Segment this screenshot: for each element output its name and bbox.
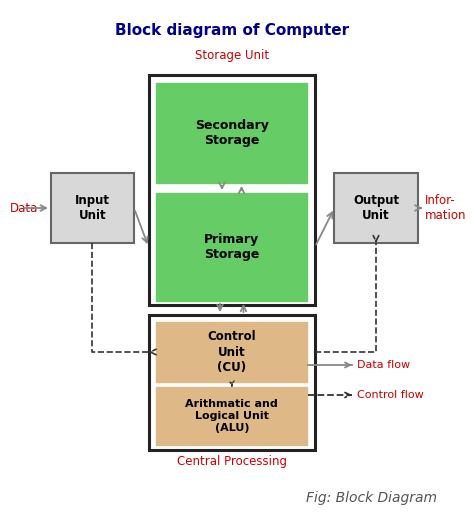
Text: Output
Unit: Output Unit <box>353 194 399 222</box>
Text: Input
Unit: Input Unit <box>75 194 110 222</box>
Text: Central Processing: Central Processing <box>177 455 287 468</box>
Bar <box>156 387 307 445</box>
Bar <box>149 75 315 305</box>
Bar <box>156 83 307 183</box>
Text: Fig: Block Diagram: Fig: Block Diagram <box>306 491 437 505</box>
Text: Control flow: Control flow <box>357 390 424 400</box>
Bar <box>156 322 307 382</box>
Text: Data flow: Data flow <box>357 360 410 370</box>
Text: Infor-
mation: Infor- mation <box>424 194 466 222</box>
Bar <box>149 315 315 450</box>
Text: Control
Unit
(CU): Control Unit (CU) <box>208 331 256 373</box>
Bar <box>156 193 307 301</box>
Text: Primary
Storage: Primary Storage <box>204 233 259 261</box>
Text: Storage Unit: Storage Unit <box>195 49 269 62</box>
Bar <box>335 173 418 243</box>
Text: Data: Data <box>10 202 38 215</box>
Text: Secondary
Storage: Secondary Storage <box>195 119 269 147</box>
Text: Block diagram of Computer: Block diagram of Computer <box>115 23 349 37</box>
Bar <box>51 173 134 243</box>
Text: Arithmatic and
Logical Unit
(ALU): Arithmatic and Logical Unit (ALU) <box>185 400 278 433</box>
